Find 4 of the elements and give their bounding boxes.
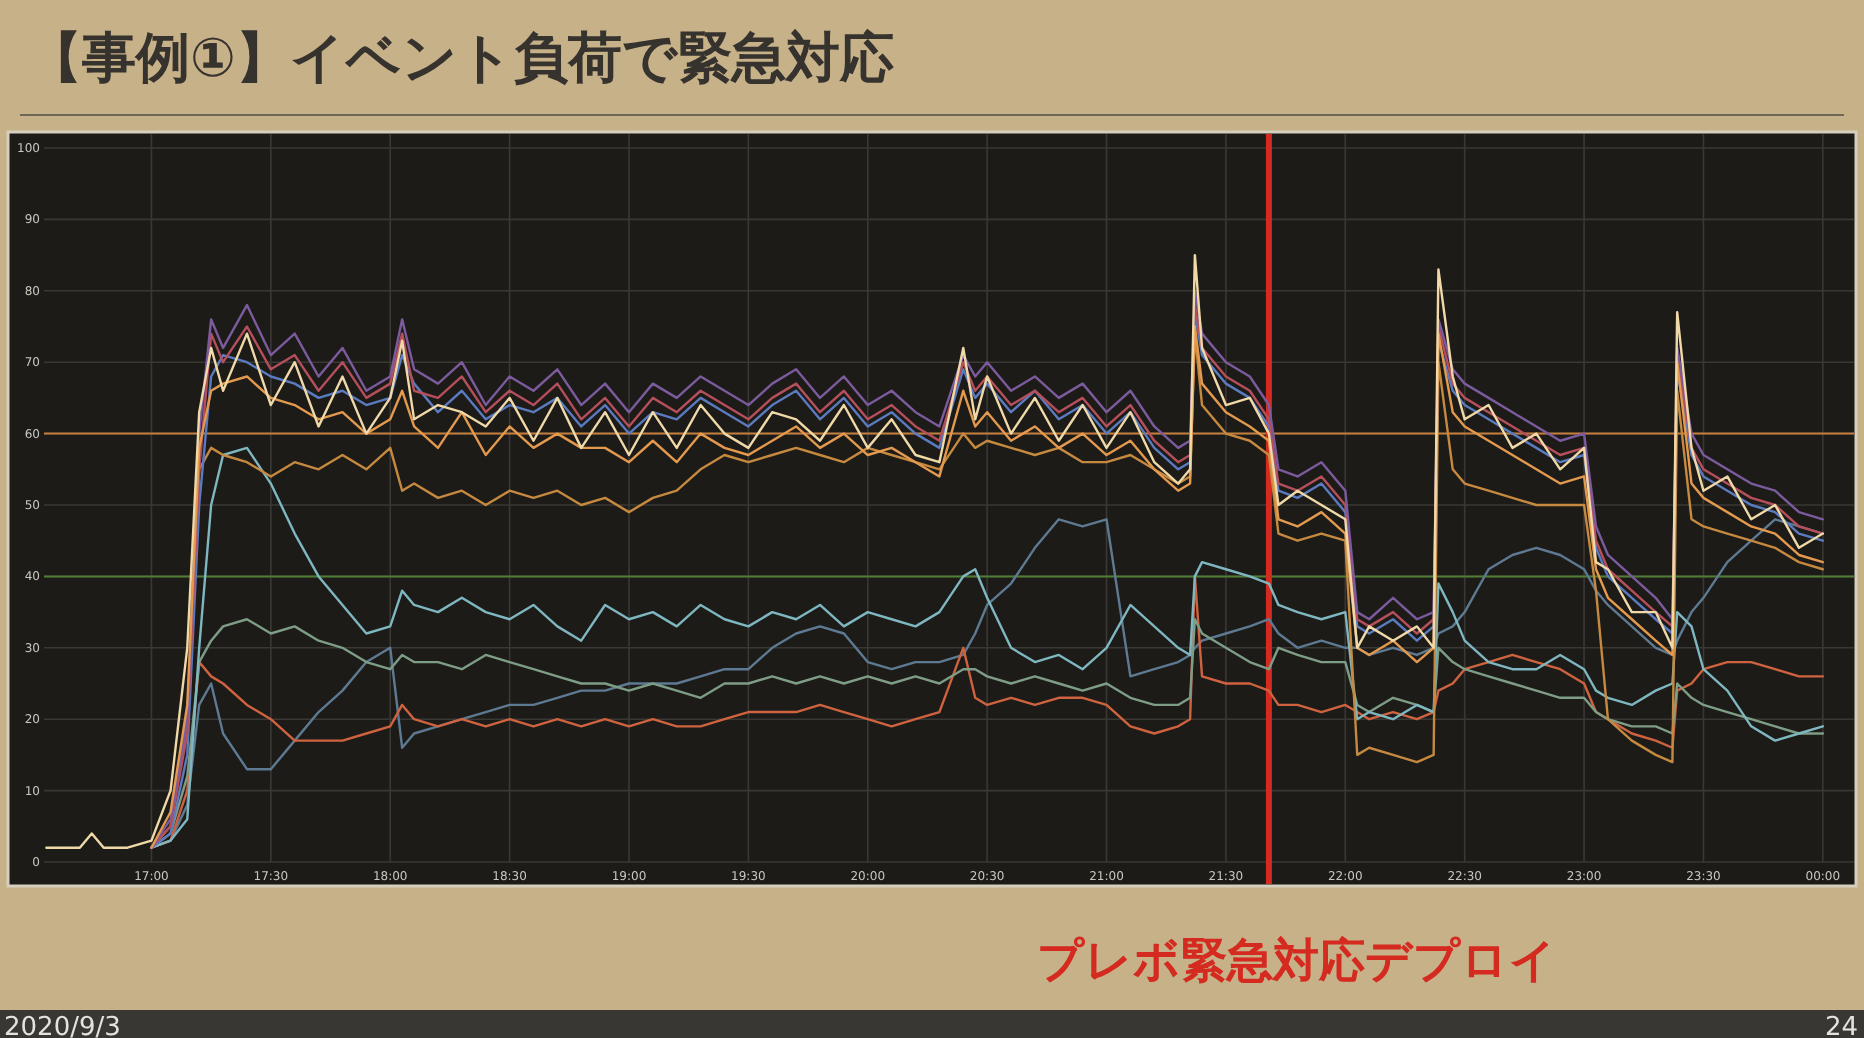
chart-title: 【事例①】イベント負荷で緊急対応 [28, 28, 894, 90]
text: 2020/9/3 [4, 1013, 121, 1038]
ref-line-label: プレボ緊急対応デプロイ [1036, 934, 1557, 988]
text: 24 [1824, 1013, 1858, 1038]
